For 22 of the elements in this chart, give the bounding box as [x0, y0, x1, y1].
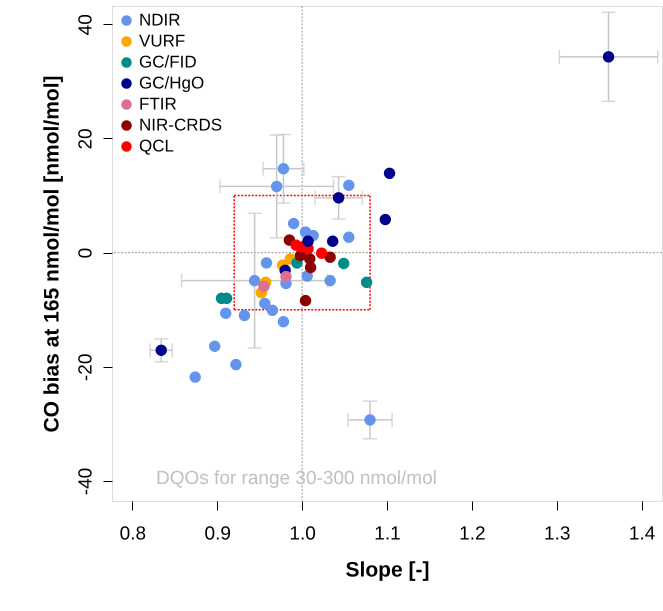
x-tick-label: 1.3 — [544, 524, 570, 544]
x-tick-label: 1.0 — [289, 524, 316, 544]
legend-label: GC/HgO — [139, 74, 204, 92]
x-tick-label: 0.9 — [204, 524, 231, 544]
x-tick-label: 1.2 — [459, 524, 486, 544]
legend-label: GC/FID — [139, 52, 197, 72]
y-axis-title: CO bias at 165 nmol/mol [nmol/mol] — [40, 75, 64, 433]
x-tick-label: 0.8 — [120, 524, 146, 544]
y-tick-label: -20 — [76, 354, 96, 382]
x-tick-label: 1.4 — [628, 524, 656, 544]
legend-label: QCL — [139, 136, 174, 156]
annotation: DQOs for range 30-300 nmol/mol — [156, 468, 437, 489]
legend-label: VURF — [139, 32, 186, 50]
legend-label: FTIR — [139, 94, 177, 114]
legend-label: NDIR — [139, 10, 181, 30]
y-tick-label: 40 — [76, 14, 96, 36]
legend-label: NIR-CRDS — [139, 116, 222, 134]
x-axis-title: Slope [-] — [346, 558, 430, 582]
x-tick-label: 1.1 — [374, 524, 401, 544]
y-tick-label: 0 — [76, 248, 96, 258]
y-tick-label: 20 — [76, 128, 96, 150]
y-tick-label: -40 — [76, 468, 96, 496]
